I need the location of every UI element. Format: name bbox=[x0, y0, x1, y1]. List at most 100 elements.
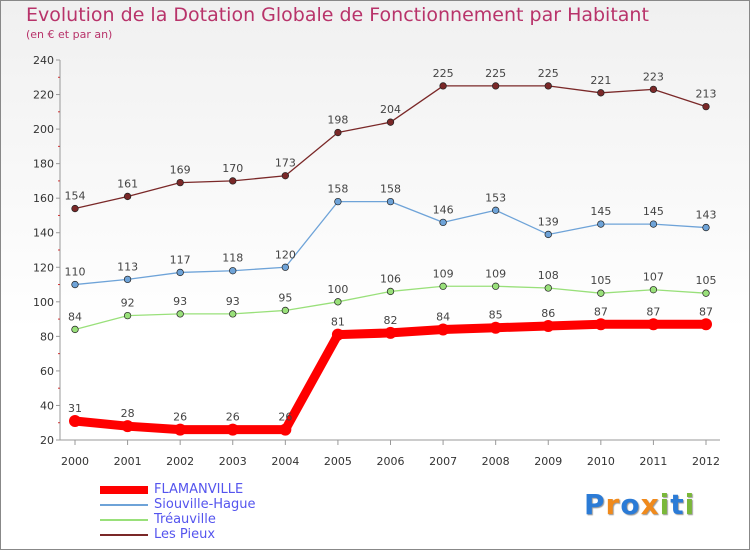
data-label-flamanville: 84 bbox=[436, 310, 450, 323]
data-point-siouville-hague bbox=[544, 230, 552, 239]
data-label-siouville-hague: 158 bbox=[380, 183, 401, 196]
data-label-flamanville: 26 bbox=[226, 411, 240, 424]
logo-letter: t bbox=[670, 488, 685, 521]
data-label-treauville: 100 bbox=[327, 283, 348, 296]
data-label-les-pieux: 223 bbox=[643, 70, 664, 83]
data-point-les-pieux bbox=[71, 204, 79, 213]
data-label-flamanville: 87 bbox=[699, 305, 713, 318]
y-tick-label: 80 bbox=[40, 330, 54, 343]
data-label-les-pieux: 221 bbox=[590, 74, 611, 87]
data-label-flamanville: 86 bbox=[541, 307, 555, 320]
data-point-treauville bbox=[71, 325, 79, 334]
data-label-siouville-hague: 139 bbox=[538, 215, 559, 228]
data-point-treauville bbox=[702, 289, 710, 297]
x-tick-label: 2000 bbox=[61, 455, 89, 468]
data-point-treauville bbox=[386, 287, 395, 296]
data-point-les-pieux bbox=[334, 128, 342, 137]
data-point-siouville-hague bbox=[229, 267, 237, 275]
data-label-siouville-hague: 158 bbox=[327, 183, 348, 196]
x-tick-label: 2005 bbox=[324, 455, 352, 468]
data-label-les-pieux: 204 bbox=[380, 103, 401, 116]
data-label-flamanville: 28 bbox=[121, 407, 135, 420]
x-tick-label: 2002 bbox=[166, 455, 194, 468]
data-point-siouville-hague bbox=[334, 197, 342, 206]
data-label-les-pieux: 161 bbox=[117, 177, 138, 190]
data-point-les-pieux bbox=[439, 82, 447, 90]
logo-letter: x bbox=[640, 488, 660, 521]
data-point-treauville bbox=[597, 289, 605, 297]
data-point-treauville bbox=[334, 298, 342, 306]
data-point-treauville bbox=[439, 282, 447, 290]
data-label-les-pieux: 198 bbox=[327, 114, 348, 127]
data-label-treauville: 93 bbox=[173, 295, 187, 308]
logo-letter: P bbox=[584, 488, 606, 521]
data-point-les-pieux bbox=[597, 89, 605, 97]
y-tick-label: 180 bbox=[33, 158, 54, 171]
proxiti-logo: Proxiti bbox=[584, 488, 695, 521]
data-point-treauville bbox=[649, 286, 658, 294]
data-label-flamanville: 87 bbox=[594, 305, 608, 318]
data-label-flamanville: 87 bbox=[646, 305, 660, 318]
data-point-siouville-hague bbox=[386, 197, 395, 206]
data-point-siouville-hague bbox=[71, 280, 79, 289]
x-tick-label: 2010 bbox=[587, 455, 615, 468]
y-tick-label: 60 bbox=[40, 365, 54, 378]
chart-title: Evolution de la Dotation Globale de Fonc… bbox=[26, 4, 649, 26]
data-label-treauville: 92 bbox=[121, 297, 135, 310]
data-point-les-pieux bbox=[386, 118, 395, 126]
data-label-treauville: 105 bbox=[696, 274, 717, 287]
y-tick-label: 200 bbox=[33, 123, 54, 136]
data-point-flamanville bbox=[594, 318, 607, 331]
y-tick-label: 160 bbox=[33, 192, 54, 205]
data-label-les-pieux: 154 bbox=[65, 190, 86, 203]
data-label-treauville: 109 bbox=[433, 267, 454, 280]
data-label-les-pieux: 169 bbox=[170, 164, 191, 177]
legend-label-treauville: Tréauville bbox=[154, 512, 216, 527]
x-tick-label: 2006 bbox=[377, 455, 405, 468]
data-label-les-pieux: 170 bbox=[222, 162, 243, 175]
data-label-treauville: 107 bbox=[643, 271, 664, 284]
data-label-treauville: 108 bbox=[538, 269, 559, 282]
x-tick-label: 2003 bbox=[219, 455, 247, 468]
y-tick-label: 240 bbox=[33, 54, 54, 67]
x-tick-label: 2001 bbox=[114, 455, 142, 468]
data-label-flamanville: 81 bbox=[331, 316, 345, 329]
legend-label-flamanville: FLAMANVILLE bbox=[154, 482, 244, 497]
data-label-les-pieux: 225 bbox=[538, 67, 559, 80]
y-tick-label: 20 bbox=[40, 434, 54, 447]
y-tick-label: 120 bbox=[33, 261, 54, 274]
data-label-flamanville: 85 bbox=[489, 309, 503, 322]
data-point-treauville bbox=[492, 282, 500, 290]
x-tick-label: 2009 bbox=[534, 455, 562, 468]
data-point-flamanville bbox=[647, 318, 660, 331]
legend-swatch-siouville-hague bbox=[100, 504, 148, 506]
data-point-treauville bbox=[229, 310, 237, 318]
data-point-treauville bbox=[281, 306, 289, 315]
data-point-siouville-hague bbox=[123, 275, 132, 284]
data-label-siouville-hague: 120 bbox=[275, 248, 296, 261]
y-tick-label: 40 bbox=[40, 399, 54, 412]
logo-letter: i bbox=[684, 488, 696, 521]
legend-item-treauville: Tréauville bbox=[100, 512, 360, 528]
legend-item-siouville-hague: Siouville-Hague bbox=[100, 497, 360, 513]
data-label-treauville: 106 bbox=[380, 272, 401, 285]
data-point-les-pieux bbox=[649, 85, 658, 94]
x-tick-label: 2004 bbox=[271, 455, 299, 468]
logo-letter: r bbox=[605, 488, 621, 521]
data-point-siouville-hague bbox=[649, 220, 658, 228]
logo-letter: o bbox=[620, 488, 641, 521]
data-label-les-pieux: 225 bbox=[433, 67, 454, 80]
logo-letter: i bbox=[659, 488, 671, 521]
data-point-les-pieux bbox=[492, 82, 500, 90]
y-tick-label: 140 bbox=[33, 227, 54, 240]
data-point-flamanville bbox=[226, 423, 239, 436]
y-tick-label: 100 bbox=[33, 296, 54, 309]
data-point-flamanville bbox=[69, 415, 81, 427]
data-label-treauville: 95 bbox=[278, 291, 292, 304]
data-point-treauville bbox=[123, 311, 132, 320]
data-label-siouville-hague: 146 bbox=[433, 203, 454, 216]
x-tick-label: 2008 bbox=[482, 455, 510, 468]
data-point-flamanville bbox=[489, 321, 502, 334]
x-tick-label: 2011 bbox=[639, 455, 667, 468]
